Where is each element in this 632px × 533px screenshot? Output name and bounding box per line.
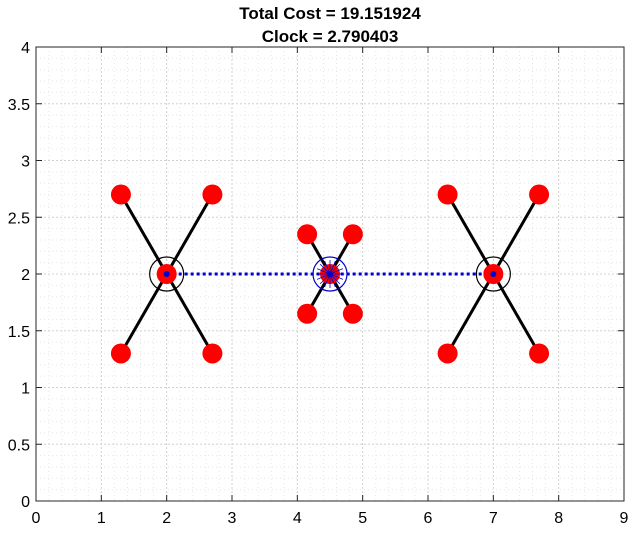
y-tick-label: 0 [21, 494, 30, 511]
x-tick-label: 6 [424, 510, 433, 527]
x-tick-label: 4 [293, 510, 302, 527]
data-point [437, 184, 458, 205]
data-point [297, 224, 318, 245]
data-point [342, 303, 363, 324]
chart-title-line-1: Total Cost = 19.151924 [239, 4, 421, 23]
y-tick-label: 3 [21, 154, 30, 171]
data-point [202, 184, 223, 205]
hub-circle [475, 256, 511, 292]
y-tick-label: 2 [21, 267, 30, 284]
hub-center-dot [163, 271, 170, 277]
chart-title-line-2: Clock = 2.790403 [262, 27, 399, 46]
y-tick-label: 2.5 [8, 210, 30, 227]
x-tick-label: 8 [554, 510, 563, 527]
data-point [297, 303, 318, 324]
leg-line [491, 272, 541, 355]
leg-line [165, 272, 214, 355]
data-point [202, 343, 223, 364]
data-point [342, 224, 363, 245]
y-tick-label: 1.5 [8, 324, 30, 341]
hub-circle [149, 256, 185, 292]
y-tick-label: 1 [21, 381, 30, 398]
axis-ticks [35, 46, 625, 502]
x-tick-label: 0 [32, 510, 41, 527]
x-tick-labels: 0 1 2 3 4 5 6 7 8 9 [32, 510, 629, 527]
y-tick-labels: 0 0.5 1 1.5 2 2.5 3 3.5 4 [8, 40, 30, 511]
leg-line [446, 272, 495, 355]
y-tick-label: 4 [21, 40, 30, 57]
leg-line [446, 193, 495, 276]
leg-line [491, 193, 541, 276]
hub-center-dot [490, 271, 497, 277]
hub-circle [312, 256, 348, 292]
x-tick-label: 7 [489, 510, 498, 527]
x-tick-label: 9 [620, 510, 629, 527]
x-tick-label: 1 [97, 510, 106, 527]
x-tick-label: 5 [358, 510, 367, 527]
data-point [529, 184, 550, 205]
x-tick-label: 2 [162, 510, 171, 527]
leg-line [165, 193, 214, 276]
data-point [529, 343, 550, 364]
leg-line [119, 193, 169, 276]
data-point [110, 184, 131, 205]
leg-line [119, 272, 169, 355]
legs-layer [119, 193, 541, 355]
y-tick-label: 3.5 [8, 97, 30, 114]
y-tick-label: 0.5 [8, 437, 30, 454]
data-point [437, 343, 458, 364]
data-point [110, 343, 131, 364]
hub-circles-layer [149, 256, 511, 292]
hub-center-dot [327, 271, 333, 277]
x-tick-label: 3 [228, 510, 237, 527]
